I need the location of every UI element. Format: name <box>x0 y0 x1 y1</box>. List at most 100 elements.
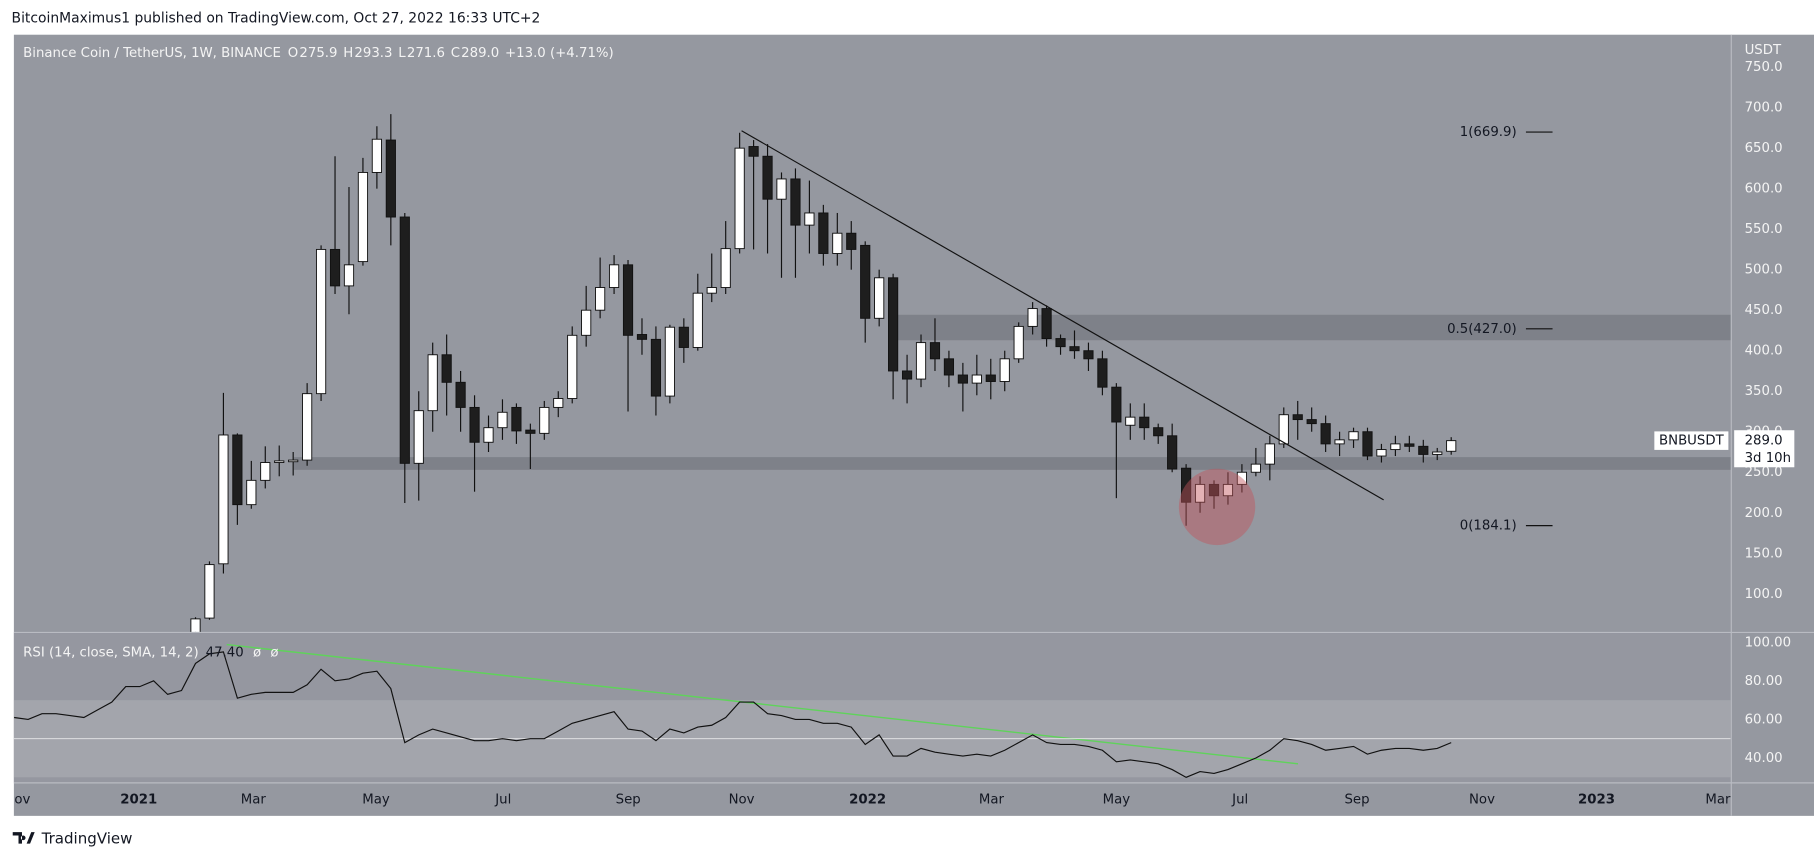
legend-ohlc-value: 289.0 <box>461 46 499 61</box>
legend-symbol: Binance Coin / TetherUS, 1W, BINANCE <box>23 46 281 61</box>
price-tick-label: 450.0 <box>1745 303 1783 318</box>
candle-body <box>1278 414 1289 445</box>
legend-ohlc-label: L <box>398 46 406 61</box>
candle-body <box>971 374 982 384</box>
candle-body <box>315 248 327 395</box>
candle-body <box>511 406 522 432</box>
candle-body <box>706 287 717 294</box>
time-tick-label: 2023 <box>1578 793 1615 808</box>
candle-body <box>734 147 745 250</box>
candle-body <box>985 374 996 382</box>
candle-body <box>1264 443 1275 465</box>
price-tick-label: 650.0 <box>1745 141 1783 156</box>
candle-body <box>622 264 634 336</box>
time-tick-label: 2022 <box>849 793 886 808</box>
logo-mark <box>12 832 35 844</box>
candle-body <box>860 244 871 319</box>
candle-body <box>1376 449 1387 457</box>
candle-body <box>943 358 955 376</box>
footer-brand: TradingView <box>41 830 133 848</box>
candle-body <box>1348 431 1359 441</box>
candle-body <box>762 155 773 200</box>
price-tick-label: 550.0 <box>1745 222 1783 237</box>
price-tick-label: 400.0 <box>1745 344 1783 359</box>
highlight-circle <box>1178 468 1256 546</box>
publisher: BitcoinMaximus1 published on TradingView… <box>12 11 541 27</box>
candle-body <box>1236 471 1248 485</box>
candle-body <box>1292 414 1303 421</box>
candle-body <box>581 309 592 336</box>
price-tick-label: 200.0 <box>1745 506 1783 521</box>
candle-body <box>525 429 536 434</box>
price-tick-label: 700.0 <box>1745 101 1783 116</box>
candle-body <box>399 216 410 464</box>
candle-body <box>1181 467 1192 503</box>
candle-body <box>901 370 913 380</box>
candle-body <box>553 398 564 408</box>
candle-body <box>888 277 899 372</box>
candle-body <box>1432 451 1443 455</box>
candle-body <box>1111 386 1122 423</box>
rsi-trendline <box>226 643 1299 765</box>
candle-body <box>1097 358 1108 388</box>
candle-body <box>608 264 620 288</box>
legend-ohlc-label: C <box>451 46 460 61</box>
candle-body <box>567 334 578 399</box>
candle-body <box>776 178 787 200</box>
candle-body <box>957 374 968 384</box>
candle-body <box>343 264 355 287</box>
fib-label: 0.5(427.0) <box>1447 322 1517 337</box>
candle-body <box>1069 346 1080 352</box>
candle-body <box>1208 483 1220 497</box>
candle-body <box>874 277 885 319</box>
drawings <box>741 130 1384 546</box>
candle-body <box>1446 440 1457 452</box>
candle-body <box>539 406 550 434</box>
candle-body <box>1055 338 1066 348</box>
candle-body <box>1362 431 1373 457</box>
candle-body <box>413 410 424 464</box>
candle-body <box>385 139 396 218</box>
candle-body <box>595 287 606 311</box>
candle-body <box>1083 350 1094 360</box>
trendline <box>741 130 1384 501</box>
price-tag-value: 289.0 <box>1745 434 1783 449</box>
candle-body <box>190 618 201 632</box>
time-tick-label: 2021 <box>120 793 157 808</box>
fib-label: 1(669.9) <box>1460 125 1517 140</box>
time-tick-label: Nov <box>1469 793 1495 808</box>
candle-body <box>357 171 369 263</box>
time-axis: Nov 2021 Mar May Jul Sep Nov 2022 Mar May Jul Sep No… <box>4 793 1731 808</box>
candle-body <box>1167 435 1178 470</box>
fib-label: 0(184.1) <box>1460 519 1517 534</box>
candle-body <box>497 411 508 429</box>
candle-body <box>1041 308 1052 340</box>
candle-body <box>302 393 313 461</box>
candle-body <box>1418 445 1429 455</box>
candle-body <box>1306 419 1317 425</box>
rsi-extra: ø <box>270 646 278 661</box>
candle-body <box>748 146 759 157</box>
candle-body <box>832 232 843 254</box>
time-tick-label: Mar <box>241 793 267 808</box>
candle-body <box>274 460 285 463</box>
candle-body <box>1027 308 1038 327</box>
rsi-title: RSI (14, close, SMA, 14, 2) <box>23 646 199 661</box>
time-tick-label: May <box>1103 793 1131 808</box>
candle-body <box>1390 443 1401 451</box>
candle-body <box>371 138 382 173</box>
price-tick-label: 350.0 <box>1745 384 1783 399</box>
symbol-tag <box>1654 431 1729 450</box>
candle-body <box>1194 483 1206 503</box>
time-tick-label: Nov <box>4 793 30 808</box>
rsi-extra: ø <box>253 646 261 661</box>
time-tick-label: Nov <box>729 793 755 808</box>
rsi <box>13 643 1731 778</box>
price-tick-label: 100.0 <box>1745 587 1783 602</box>
candle-body <box>650 338 662 397</box>
support-zone <box>293 457 1731 470</box>
candle-body <box>441 354 452 383</box>
